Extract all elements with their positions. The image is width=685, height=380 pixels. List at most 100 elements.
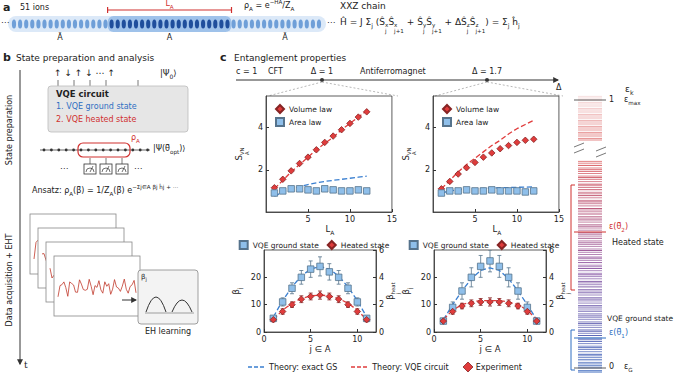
html-text:) = Σjĥj: ) = Σjĥj [485,17,520,29]
html-text:ε(θ⃗1): ε(θ⃗1) [609,328,628,339]
html-text:Heated state: Heated state [612,238,664,247]
html-text:Experiment: Experiment [475,362,522,372]
html-text:βj: βj [141,273,147,283]
svg-text:Volume law: Volume law [456,105,499,114]
html-text:b: b [3,51,11,64]
html-text:j+1: j+1 [431,27,442,34]
svg-text:VQE ground state: VQE ground state [423,241,489,250]
html-text:VQE ground state: VQE ground state [607,314,674,323]
svg-text:10: 10 [345,215,355,224]
html-text:Ŝy: Ŝy [426,17,436,29]
svg-text:Volume law: Volume law [289,105,332,114]
svg-text:15: 15 [554,215,564,224]
html-text:+ ΔŜz: + ΔŜz [441,17,470,29]
html-text:β: β [230,289,241,295]
html-text:XXZ chain: XXZ chain [340,1,386,11]
html-text:Data acquisition + EHT: Data acquisition + EHT [5,233,15,327]
html-text:VN: VN [238,147,245,156]
html-text:c: c [220,51,227,64]
svg-text:Area law: Area law [456,118,488,127]
html-text:Ansatz: ρA(β⃗) = 1/ZA(β⃗) e−Σj: Ansatz: ρA(β⃗) = 1/ZA(β⃗) e−Σj∈A βj ĥj +… [32,184,179,197]
svg-text:10: 10 [251,300,261,309]
html-text:heat: heat [389,282,396,295]
svg-text:10: 10 [512,215,522,224]
html-text:LA: LA [165,0,174,10]
svg-text:20: 20 [421,273,431,282]
html-text:heat: heat [559,282,566,295]
svg-text:10: 10 [421,300,431,309]
html-text:State preparation and analysis: State preparation and analysis [16,53,155,63]
html-text:VQE circuit: VQE circuit [56,89,109,99]
svg-text:2: 2 [258,165,263,174]
html-text:Ŝz: Ŝz [469,17,479,29]
svg-text:4: 4 [258,123,263,132]
html-text:Ŝx: Ŝx [388,17,398,29]
svg-text:Heated state: Heated state [511,241,560,250]
svg-text:2: 2 [425,165,430,174]
html-text:51 ions: 51 ions [20,3,50,12]
svg-text:0: 0 [549,328,554,337]
html-text:ρA: ρA [131,133,140,144]
html-text:+ Ŝy: + Ŝy [403,17,427,29]
svg-text:6: 6 [379,245,385,255]
html-text:Ĥ = J Σj(Ŝx: Ĥ = J Σj(Ŝx [340,17,389,29]
html-text:Ā: Ā [57,33,63,42]
svg-text:5: 5 [472,215,477,224]
svg-text:20: 20 [251,273,261,282]
html-text:State preparation: State preparation [5,94,15,166]
html-text:j+1: j+1 [394,27,404,34]
html-text:CFT: CFT [268,67,283,76]
html-text:εG: εG [624,362,633,373]
html-text:1. VQE ground state: 1. VQE ground state [56,102,137,111]
html-text:Δ = 1.7: Δ = 1.7 [472,67,502,76]
html-text:Ā: Ā [282,33,288,42]
svg-text:0: 0 [379,328,384,337]
html-text:2. VQE heated state: 2. VQE heated state [56,115,137,124]
html-text:LA: LA [492,224,502,236]
svg-text:0: 0 [256,328,261,337]
svg-text:4: 4 [425,123,430,132]
html-text:EH learning: EH learning [144,327,192,336]
html-text:|Ψ0⟩: |Ψ0⟩ [160,68,177,80]
html-text:j ∈ A: j ∈ A [309,344,331,354]
html-text:Entanglement properties: Entanglement properties [234,53,347,63]
html-text:Δ: Δ [556,83,562,92]
svg-text:15: 15 [387,215,397,224]
svg-text:5: 5 [478,335,483,344]
html-text:Antiferromagnet: Antiferromagnet [360,67,426,76]
html-text:VN: VN [405,147,412,156]
svg-text:VQE ground state: VQE ground state [253,241,319,250]
html-text:Δ = 1: Δ = 1 [310,67,334,76]
svg-text:10: 10 [352,335,362,344]
html-text:Theory: exact GS: Theory: exact GS [269,362,338,372]
html-text:a: a [3,1,11,14]
svg-text:Area law: Area law [289,118,321,127]
html-text:0: 0 [609,362,615,371]
html-text:εk: εk [625,84,634,96]
html-text:j+1: j+1 [475,27,486,34]
html-text:Theory: VQE circuit: Theory: VQE circuit [372,362,449,372]
html-text:A: A [166,33,173,42]
html-text:|Ψ(θ⃗opt)⟩: |Ψ(θ⃗opt)⟩ [153,144,186,155]
html-text:ε(θ⃗2): ε(θ⃗2) [609,222,628,233]
html-text:LA: LA [325,224,335,236]
svg-text:0: 0 [426,328,431,337]
html-text:c = 1: c = 1 [236,67,258,76]
svg-text:Heated state: Heated state [341,241,390,250]
svg-text:5: 5 [305,215,310,224]
html-text:S: S [400,155,411,161]
html-text:S: S [233,155,244,161]
html-text:1: 1 [609,95,615,104]
svg-text:4: 4 [379,273,384,282]
svg-text:2: 2 [549,300,554,309]
html-text:εmax: εmax [624,95,641,106]
svg-text:5: 5 [308,335,313,344]
html-text:ρA= e−H̃A/ZA: ρA= e−H̃A/ZA [244,0,295,12]
html-text:j ∈ A: j ∈ A [479,344,501,354]
svg-text:0: 0 [431,335,436,344]
svg-text:2: 2 [379,300,384,309]
svg-text:0: 0 [261,335,266,344]
svg-text:6: 6 [549,245,555,255]
svg-text:10: 10 [522,335,532,344]
svg-text:4: 4 [549,273,554,282]
